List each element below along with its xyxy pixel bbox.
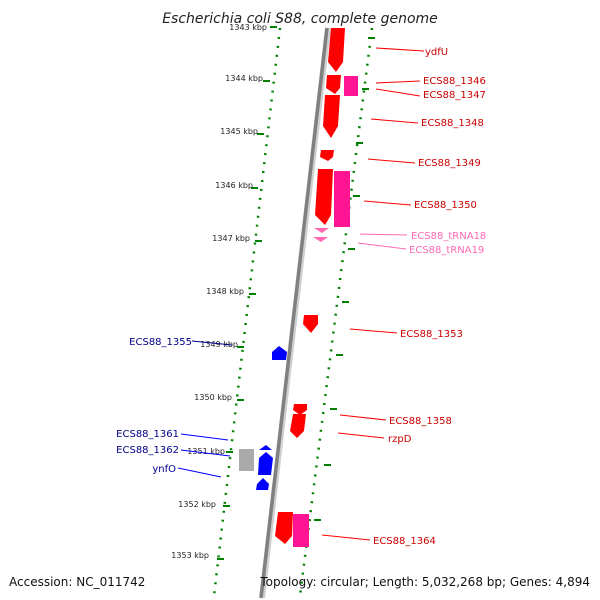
scale-label-1343: 1343 kbp: [229, 23, 267, 32]
gene-ynfO-arrow[interactable]: [256, 478, 269, 490]
leader-line: [321, 534, 371, 541]
leader-line: [359, 233, 408, 236]
gene-label-ecs88-trna19[interactable]: ECS88_tRNA19: [409, 245, 484, 256]
genome-backbone: [259, 27, 329, 599]
gene-label-ecs88-1347[interactable]: ECS88_1347: [423, 90, 486, 101]
scale-label-1350: 1350 kbp: [194, 393, 232, 402]
scale-label-1349: 1349 kbp: [200, 340, 238, 349]
gene-ecs88-1361-box[interactable]: [239, 449, 254, 471]
gene-ecs88-1350-arrow[interactable]: [315, 169, 333, 225]
leader-line: [177, 467, 222, 478]
leader-line: [375, 47, 425, 52]
gene-ecs88-1364-arrow[interactable]: [275, 512, 293, 544]
gene-rzpD-arrow[interactable]: [290, 414, 306, 438]
gene-label-ecs88-1355[interactable]: ECS88_1355: [129, 337, 192, 348]
gene-ecs88-1355-arrow[interactable]: [272, 346, 287, 360]
leader-line: [363, 200, 412, 206]
gene-ecs88-1346-arrow[interactable]: [326, 75, 341, 94]
leader-line: [375, 80, 421, 84]
gene-ecs88-1358-arrow[interactable]: [293, 404, 307, 415]
scale-label-1353: 1353 kbp: [171, 551, 209, 560]
leader-line: [337, 432, 385, 439]
gene-label-ecs88-trna18[interactable]: ECS88_tRNA18: [411, 231, 486, 242]
page-title: Escherichia coli S88, complete genome: [162, 11, 438, 27]
gene-label-ecs88-1349[interactable]: ECS88_1349: [418, 158, 481, 169]
gene-ecs88-1350b-box[interactable]: [334, 171, 350, 227]
accession-text: Accession: NC_011742: [9, 575, 145, 589]
gene-label-ecs88-1361[interactable]: ECS88_1361: [116, 429, 179, 440]
leader-line: [367, 158, 416, 164]
leader-line: [375, 88, 421, 97]
leader-line: [339, 414, 387, 421]
right-dotted-track: [298, 27, 374, 597]
gene-label-ecs88-1350[interactable]: ECS88_1350: [414, 200, 477, 211]
genome-summary-text: Topology: circular; Length: 5,032,268 bp…: [259, 575, 590, 589]
gene-ecs88-1353-arrow[interactable]: [303, 315, 318, 333]
scale-label-1351: 1351 kbp: [187, 447, 225, 456]
leader-line: [370, 118, 419, 124]
gene-ecs88-1349-arrow[interactable]: [320, 150, 334, 161]
gene-label-ecs88-1362[interactable]: ECS88_1362: [116, 445, 179, 456]
scale-label-1344: 1344 kbp: [225, 74, 263, 83]
scale-label-1352: 1352 kbp: [178, 500, 216, 509]
leader-line: [357, 242, 407, 250]
trna-ecs88-18-arrow[interactable]: [314, 228, 329, 233]
gene-ecs88-1362-arrow[interactable]: [259, 445, 272, 450]
gene-label-ydfU[interactable]: ydfU: [425, 47, 448, 58]
gene-label-ecs88-1358[interactable]: ECS88_1358: [389, 416, 452, 427]
leader-line: [180, 449, 231, 457]
gene-label-ecs88-1353[interactable]: ECS88_1353: [400, 329, 463, 340]
gene-label-ecs88-1346[interactable]: ECS88_1346: [423, 76, 486, 87]
scale-label-1346: 1346 kbp: [215, 181, 253, 190]
gene-ecs88-1364b-box[interactable]: [293, 514, 309, 547]
gene-label-ecs88-1364[interactable]: ECS88_1364: [373, 536, 436, 547]
gene-label-rzpD[interactable]: rzpD: [388, 434, 412, 445]
trna-ecs88-19-arrow[interactable]: [313, 237, 328, 242]
gene-ecs88-1347-box[interactable]: [344, 76, 358, 96]
gene-ecs88-1348-arrow[interactable]: [323, 95, 340, 138]
scale-label-1347: 1347 kbp: [212, 234, 250, 243]
leader-line: [180, 433, 229, 441]
gene-label-ynfO[interactable]: ynfO: [152, 464, 176, 475]
leader-line: [349, 328, 398, 334]
gene-label-ecs88-1348[interactable]: ECS88_1348: [421, 118, 484, 129]
scale-label-1345: 1345 kbp: [220, 127, 258, 136]
gene-ydfU-arrow[interactable]: [328, 28, 345, 72]
gene-ecs88-1362b-arrow[interactable]: [258, 452, 273, 475]
scale-label-1348: 1348 kbp: [206, 287, 244, 296]
leader-line: [191, 340, 233, 346]
